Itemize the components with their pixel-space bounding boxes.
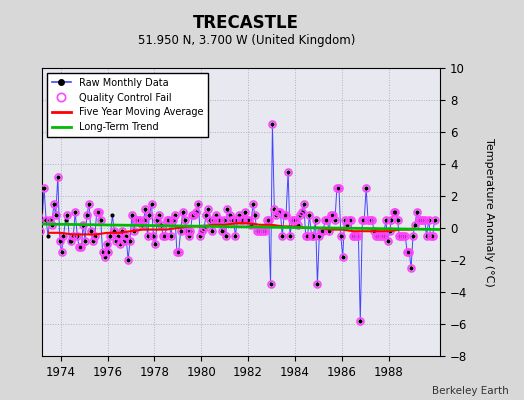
Y-axis label: Temperature Anomaly (°C): Temperature Anomaly (°C) <box>484 138 494 286</box>
Text: TRECASTLE: TRECASTLE <box>193 14 299 32</box>
Legend: Raw Monthly Data, Quality Control Fail, Five Year Moving Average, Long-Term Tren: Raw Monthly Data, Quality Control Fail, … <box>47 73 208 137</box>
Text: 51.950 N, 3.700 W (United Kingdom): 51.950 N, 3.700 W (United Kingdom) <box>138 34 355 47</box>
Text: Berkeley Earth: Berkeley Earth <box>432 386 508 396</box>
